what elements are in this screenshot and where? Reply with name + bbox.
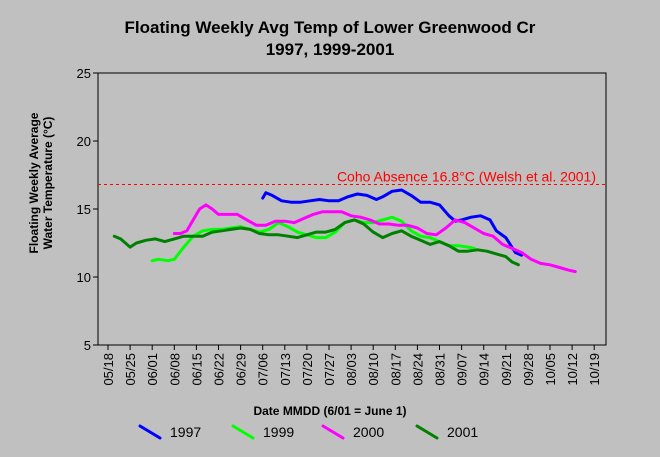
y-axis-label-line-2: Water Temperature (°C) [41, 117, 55, 250]
x-tick-label: 10/12 [565, 353, 580, 386]
reference-label: Coho Absence 16.8°C (Welsh et al. 2001) [337, 169, 596, 185]
x-tick-label: 10/05 [543, 353, 558, 386]
series-line-1997 [261, 188, 524, 257]
y-tick-label: 25 [77, 66, 91, 81]
legend-swatch-2001 [415, 424, 439, 440]
x-tick-label: 05/18 [101, 353, 116, 386]
x-tick-label: 09/28 [521, 353, 536, 386]
plot-area [97, 72, 607, 346]
x-axis-label: Date MMDD (6/01 = June 1) [253, 404, 406, 418]
legend-swatch-1999 [231, 424, 255, 440]
x-tick-label: 07/20 [300, 353, 315, 386]
x-tick-label: 06/08 [167, 353, 182, 386]
legend-label-1997: 1997 [170, 424, 201, 440]
x-tick-label: 10/19 [587, 353, 602, 386]
y-axis-label-line-1: Floating Weekly Average [27, 112, 41, 253]
x-tick-label: 09/21 [499, 353, 514, 386]
chart-title: Floating Weekly Avg Temp of Lower Greenw… [125, 18, 536, 37]
x-tick-label: 07/06 [256, 353, 271, 386]
legend-swatch-2000 [321, 424, 345, 440]
legend-label-2001: 2001 [447, 424, 478, 440]
series-line-2000 [172, 203, 577, 274]
series-line-1999 [150, 215, 476, 263]
legend: 1997 1999 2000 2001 [138, 424, 478, 440]
legend-swatch-1997 [138, 424, 162, 440]
x-tick-label: 08/17 [388, 353, 403, 386]
chart-subtitle: 1997, 1999-2001 [266, 40, 395, 59]
x-tick-label: 08/24 [410, 353, 425, 386]
legend-label-2000: 2000 [353, 424, 384, 440]
x-tick-label: 07/13 [278, 353, 293, 386]
x-tick-label: 06/01 [145, 353, 160, 386]
x-tick-label: 05/25 [123, 353, 138, 386]
x-axis: 05/18 05/25 06/01 06/08 06/15 06/22 06/29 07/06… [101, 345, 602, 386]
x-tick-label: 09/07 [455, 353, 470, 386]
y-tick-label: 5 [84, 338, 91, 353]
series-lines [112, 188, 577, 274]
y-tick-label: 10 [77, 270, 91, 285]
y-tick-label: 15 [77, 202, 91, 217]
x-tick-label: 08/03 [344, 353, 359, 386]
x-tick-label: 06/22 [212, 353, 227, 386]
y-axis: 5 10 15 20 25 [77, 66, 98, 353]
x-tick-label: 09/14 [477, 353, 492, 386]
x-tick-label: 07/27 [322, 353, 337, 386]
legend-label-1999: 1999 [263, 424, 294, 440]
x-tick-label: 08/10 [366, 353, 381, 386]
x-tick-label: 06/15 [189, 353, 204, 386]
y-tick-label: 20 [77, 134, 91, 149]
series-line-2001 [112, 218, 520, 267]
x-tick-label: 08/31 [433, 353, 448, 386]
x-tick-label: 06/29 [234, 353, 249, 386]
